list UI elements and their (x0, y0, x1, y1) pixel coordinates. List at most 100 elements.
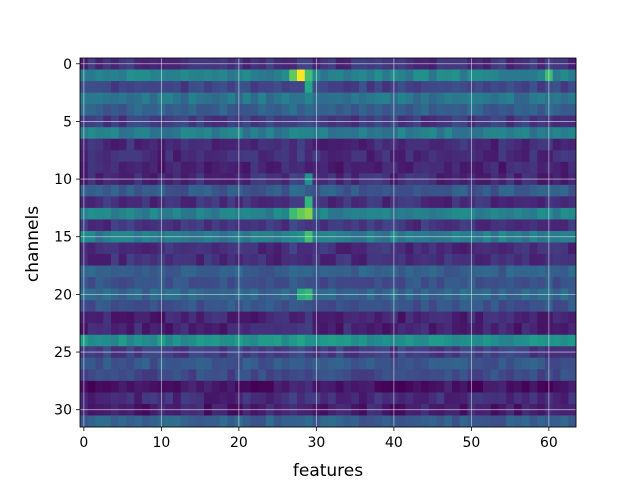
heatmap-cell (444, 196, 453, 209)
heatmap-cell (188, 277, 197, 290)
heatmap-cell (211, 196, 220, 209)
heatmap-cell (188, 323, 197, 336)
heatmap-cell (95, 138, 104, 151)
heatmap-cell (483, 184, 492, 197)
heatmap-cell (211, 184, 220, 197)
heatmap-cell (537, 104, 546, 117)
heatmap-cell (475, 357, 484, 370)
heatmap-cell (552, 207, 561, 220)
heatmap-cell (452, 219, 461, 232)
heatmap-cell (266, 357, 275, 370)
heatmap-cell (537, 277, 546, 290)
heatmap-cell (568, 380, 577, 393)
heatmap-cell (529, 127, 538, 140)
heatmap-cell (506, 300, 515, 313)
heatmap-cell (560, 380, 569, 393)
heatmap-cell (118, 265, 127, 278)
heatmap-cell (304, 184, 313, 197)
heatmap-cell (250, 242, 259, 255)
heatmap-cell (258, 277, 267, 290)
heatmap-cell (475, 300, 484, 313)
heatmap-cell (281, 81, 290, 93)
heatmap-cell (421, 196, 430, 209)
heatmap-cell (304, 138, 313, 151)
heatmap-cell (196, 242, 205, 255)
heatmap-cell (219, 380, 228, 393)
heatmap-cell (459, 369, 468, 382)
heatmap-cell (521, 207, 530, 220)
heatmap-cell (452, 161, 461, 174)
heatmap-cell (413, 138, 422, 151)
heatmap-cell (351, 161, 360, 174)
heatmap-cell (452, 242, 461, 255)
heatmap-cell (297, 69, 306, 82)
heatmap-cell (165, 207, 174, 220)
heatmap-cell (188, 161, 197, 174)
heatmap-cell (428, 150, 437, 163)
heatmap-cell (142, 392, 151, 405)
heatmap-cell (397, 254, 406, 266)
heatmap-cell (126, 334, 135, 347)
heatmap-cell (242, 219, 251, 232)
heatmap-cell (521, 184, 530, 197)
heatmap-cell (382, 219, 391, 232)
heatmap-cell (266, 161, 275, 174)
heatmap-cell (118, 415, 127, 428)
heatmap-cell (273, 196, 282, 209)
heatmap-cell (560, 242, 569, 255)
heatmap-cell (374, 369, 383, 382)
heatmap-cell (343, 104, 352, 117)
heatmap-cell (498, 300, 507, 313)
heatmap-cell (180, 150, 189, 163)
heatmap-cell (498, 161, 507, 174)
heatmap-cell (320, 323, 329, 336)
heatmap-cell (483, 150, 492, 163)
plot-frame (79, 57, 577, 428)
heatmap-cell (568, 277, 577, 290)
heatmap-cell (289, 161, 298, 174)
heatmap-cell (436, 380, 445, 393)
heatmap-cell (111, 242, 120, 255)
heatmap-cell (428, 311, 437, 324)
heatmap-cell (188, 334, 197, 347)
heatmap-cell (328, 311, 337, 324)
heatmap-cell (118, 81, 127, 93)
heatmap-cell (320, 357, 329, 370)
heatmap-cell (490, 254, 499, 266)
heatmap-cell (297, 380, 306, 393)
heatmap-cell (95, 380, 104, 393)
heatmap-cell (126, 127, 135, 140)
heatmap-cell (568, 254, 577, 266)
heatmap-cell (428, 334, 437, 347)
heatmap-cell (111, 138, 120, 151)
heatmap-cell (87, 207, 96, 220)
heatmap-cell (149, 219, 158, 232)
heatmap-cell (87, 369, 96, 382)
heatmap-cell (498, 415, 507, 428)
heatmap-cell (328, 369, 337, 382)
heatmap-cell (297, 161, 306, 174)
heatmap-cell (366, 69, 375, 82)
heatmap-cell (219, 104, 228, 117)
heatmap-cell (428, 207, 437, 220)
heatmap-cell (459, 300, 468, 313)
heatmap-cell (173, 392, 182, 405)
heatmap-cell (366, 242, 375, 255)
heatmap-cell (188, 196, 197, 209)
heatmap-cell (103, 311, 112, 324)
heatmap-cell (351, 323, 360, 336)
heatmap-cell (111, 81, 120, 93)
heatmap-cell (204, 69, 213, 82)
heatmap-cell (87, 415, 96, 428)
heatmap-cell (304, 81, 313, 93)
heatmap-cell (281, 323, 290, 336)
heatmap-cell (374, 415, 383, 428)
heatmap-cell (351, 369, 360, 382)
heatmap-cell (483, 81, 492, 93)
heatmap-cell (87, 92, 96, 105)
heatmap-cell (521, 69, 530, 82)
heatmap-cell (459, 323, 468, 336)
heatmap-cell (320, 311, 329, 324)
heatmap-cell (242, 92, 251, 105)
heatmap-cell (475, 265, 484, 278)
